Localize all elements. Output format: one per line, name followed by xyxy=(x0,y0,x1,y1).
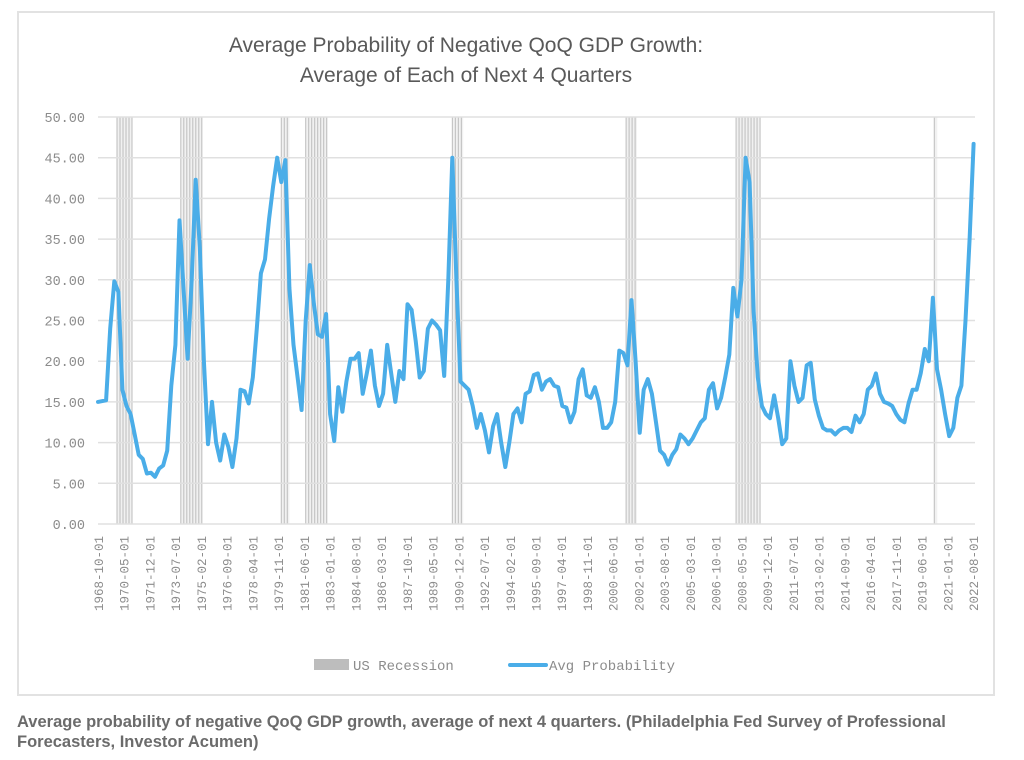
x-tick-label: 1983-01-01 xyxy=(325,536,339,611)
x-tick-label: 1990-12-01 xyxy=(453,536,467,611)
y-axis-ticks: 0.00 5.00 10.00 15.00 20.00 25.00 30.00 35.00 40… xyxy=(44,112,85,534)
x-tick-label: 2022-08-01 xyxy=(968,536,982,611)
avg-probability-line xyxy=(96,141,976,479)
legend-label-avg-probability: Avg Probability xyxy=(549,659,675,675)
x-tick-label: 1976-09-01 xyxy=(222,536,236,611)
y-tick-label: 5.00 xyxy=(53,478,85,493)
x-tick-label: 1998-11-01 xyxy=(582,536,596,611)
figure-caption: Average probability of negative QoQ GDP … xyxy=(17,713,946,751)
x-tick-label: 1994-02-01 xyxy=(505,536,519,611)
y-tick-label: 45.00 xyxy=(44,153,85,168)
series-avg-probability xyxy=(96,141,976,479)
legend-swatch-us-recession xyxy=(314,659,349,670)
x-tick-label: 2013-02-01 xyxy=(814,536,828,611)
x-tick-label: 2017-11-01 xyxy=(891,536,905,611)
x-axis-ticks: 1968-10-01 1970-05-01 1971-12-01 1973-07-01… xyxy=(93,536,982,611)
chart-title: Average Probability of Negative QoQ GDP … xyxy=(229,34,703,57)
x-tick-label: 2002-01-01 xyxy=(633,536,647,611)
x-tick-label: 2019-06-01 xyxy=(917,536,931,611)
x-tick-label: 1992-07-01 xyxy=(479,536,493,611)
x-tick-label: 1973-07-01 xyxy=(170,536,184,611)
x-tick-label: 1984-08-01 xyxy=(350,536,364,611)
y-tick-label: 25.00 xyxy=(44,316,85,331)
legend: US Recession Avg Probability xyxy=(314,659,675,675)
x-tick-label: 1987-10-01 xyxy=(402,536,416,611)
x-tick-label: 1997-04-01 xyxy=(556,536,570,611)
y-tick-label: 40.00 xyxy=(44,193,85,208)
x-tick-label: 2003-08-01 xyxy=(659,536,673,611)
x-tick-label: 1995-09-01 xyxy=(531,536,545,611)
chart: Average Probability of Negative QoQ GDP … xyxy=(44,34,982,675)
x-tick-label: 2014-09-01 xyxy=(839,536,853,611)
y-tick-label: 10.00 xyxy=(44,438,85,453)
y-tick-label: 0.00 xyxy=(53,519,85,534)
y-tick-label: 15.00 xyxy=(44,397,85,412)
x-tick-label: 2021-01-01 xyxy=(942,536,956,611)
x-tick-label: 1971-12-01 xyxy=(144,536,158,611)
x-tick-label: 2011-07-01 xyxy=(788,536,802,611)
x-tick-label: 2000-06-01 xyxy=(608,536,622,611)
chart-subtitle: Average of Each of Next 4 Quarters xyxy=(300,64,632,87)
y-tick-label: 20.00 xyxy=(44,356,85,371)
legend-label-us-recession: US Recession xyxy=(353,659,454,675)
x-tick-label: 1981-06-01 xyxy=(299,536,313,611)
x-tick-label: 2005-03-01 xyxy=(685,536,699,611)
chart-frame xyxy=(17,11,995,696)
x-tick-label: 1986-03-01 xyxy=(376,536,390,611)
x-tick-label: 1975-02-01 xyxy=(196,536,210,611)
x-tick-label: 2008-05-01 xyxy=(736,536,750,611)
x-tick-label: 2009-12-01 xyxy=(762,536,776,611)
x-tick-label: 2016-04-01 xyxy=(865,536,879,611)
x-tick-label: 2006-10-01 xyxy=(711,536,725,611)
x-tick-label: 1970-05-01 xyxy=(119,536,133,611)
y-tick-label: 50.00 xyxy=(44,112,85,127)
gridlines xyxy=(98,116,975,525)
x-tick-label: 1979-11-01 xyxy=(273,536,287,611)
x-tick-label: 1968-10-01 xyxy=(93,536,107,611)
y-tick-label: 35.00 xyxy=(44,234,85,249)
x-tick-label: 1978-04-01 xyxy=(247,536,261,611)
x-tick-label: 1989-05-01 xyxy=(428,536,442,611)
y-tick-label: 30.00 xyxy=(44,275,85,290)
